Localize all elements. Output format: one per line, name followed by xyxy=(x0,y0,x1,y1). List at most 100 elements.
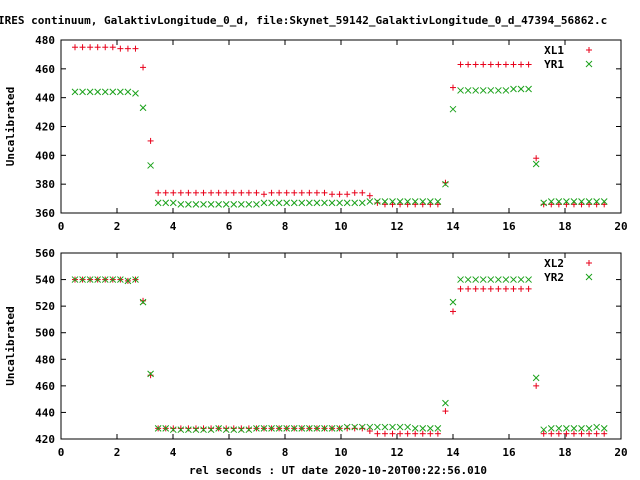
data-point xyxy=(170,425,177,432)
data-point xyxy=(586,430,593,437)
data-point xyxy=(389,423,396,431)
data-point xyxy=(593,423,600,431)
data-point xyxy=(169,199,177,207)
legend-marker xyxy=(585,273,593,281)
data-point xyxy=(434,201,441,208)
data-point xyxy=(200,425,207,432)
data-point xyxy=(412,430,419,437)
data-point xyxy=(464,276,472,283)
data-point xyxy=(366,423,374,431)
data-point xyxy=(502,276,510,283)
y-tick-label: 460 xyxy=(35,63,55,76)
data-point xyxy=(487,61,494,68)
data-point xyxy=(374,423,381,431)
data-point xyxy=(570,198,578,205)
data-point xyxy=(601,430,608,437)
data-point xyxy=(442,180,449,188)
data-point xyxy=(298,425,306,432)
data-point xyxy=(275,425,283,432)
data-point xyxy=(570,201,577,208)
data-point xyxy=(472,61,479,68)
data-point xyxy=(102,44,109,51)
legend-marker xyxy=(585,60,593,68)
data-point xyxy=(245,425,252,432)
x-tick-label: 20 xyxy=(614,220,627,233)
data-point xyxy=(419,430,426,437)
data-point xyxy=(411,198,419,205)
data-point xyxy=(555,198,563,205)
data-point xyxy=(359,189,366,196)
data-point xyxy=(389,430,396,437)
data-point xyxy=(132,276,139,283)
data-point xyxy=(593,198,600,205)
x-tick-label: 14 xyxy=(446,446,460,459)
data-point xyxy=(215,200,222,208)
x-tick-label: 20 xyxy=(614,446,627,459)
data-point xyxy=(208,425,215,432)
data-point xyxy=(230,189,237,196)
data-point xyxy=(533,382,540,389)
y-tick-label: 540 xyxy=(35,274,55,287)
x-tick-label: 16 xyxy=(502,220,516,233)
data-point xyxy=(593,201,600,208)
data-point xyxy=(464,87,472,94)
data-point xyxy=(200,200,207,208)
data-point xyxy=(260,425,268,432)
y-tick-label: 480 xyxy=(35,353,55,366)
data-point xyxy=(222,200,230,208)
data-point xyxy=(276,189,283,196)
data-point xyxy=(351,425,358,432)
data-point xyxy=(313,199,321,207)
data-point xyxy=(548,430,555,437)
x-tick-label: 10 xyxy=(334,220,347,233)
data-point xyxy=(298,199,306,207)
data-point xyxy=(517,85,525,93)
data-point xyxy=(253,200,260,208)
data-point xyxy=(472,276,480,283)
data-point xyxy=(510,61,517,68)
data-point xyxy=(86,88,94,96)
data-point xyxy=(147,137,154,144)
data-point xyxy=(192,189,199,196)
y-axis-label: Uncalibrated xyxy=(4,306,17,385)
data-point xyxy=(510,285,517,292)
data-point xyxy=(404,201,411,208)
data-point xyxy=(162,199,170,207)
data-point xyxy=(154,199,162,207)
data-point xyxy=(192,200,200,208)
data-point xyxy=(540,430,547,437)
data-point xyxy=(101,276,109,283)
data-point xyxy=(139,298,147,306)
data-point xyxy=(306,199,313,207)
data-point xyxy=(517,276,525,283)
data-point xyxy=(442,408,449,415)
data-point xyxy=(396,423,404,431)
data-point xyxy=(155,189,162,196)
data-point xyxy=(540,426,548,434)
series-XL1 xyxy=(72,44,608,208)
data-point xyxy=(192,426,200,434)
data-point xyxy=(170,189,177,196)
data-point xyxy=(434,425,442,432)
data-point xyxy=(117,276,124,283)
x-axis-label: rel seconds : UT date 2020-10-20T00:22:5… xyxy=(189,464,487,477)
data-point xyxy=(419,198,427,205)
x-tick-label: 0 xyxy=(58,446,65,459)
data-point xyxy=(306,425,313,432)
data-point xyxy=(555,425,563,432)
series-YR1 xyxy=(71,85,608,208)
data-point xyxy=(381,198,389,205)
data-point xyxy=(268,189,275,196)
data-point xyxy=(245,200,253,208)
data-point xyxy=(487,276,495,283)
data-point xyxy=(222,426,230,434)
data-point xyxy=(344,425,351,432)
data-point xyxy=(563,430,570,437)
data-point xyxy=(502,61,509,68)
y-axis-label: Uncalibrated xyxy=(4,87,17,166)
y-tick-label: 380 xyxy=(35,178,55,191)
data-point xyxy=(290,199,298,207)
x-tick-label: 8 xyxy=(282,446,289,459)
data-point xyxy=(570,425,578,432)
data-point xyxy=(147,370,154,378)
